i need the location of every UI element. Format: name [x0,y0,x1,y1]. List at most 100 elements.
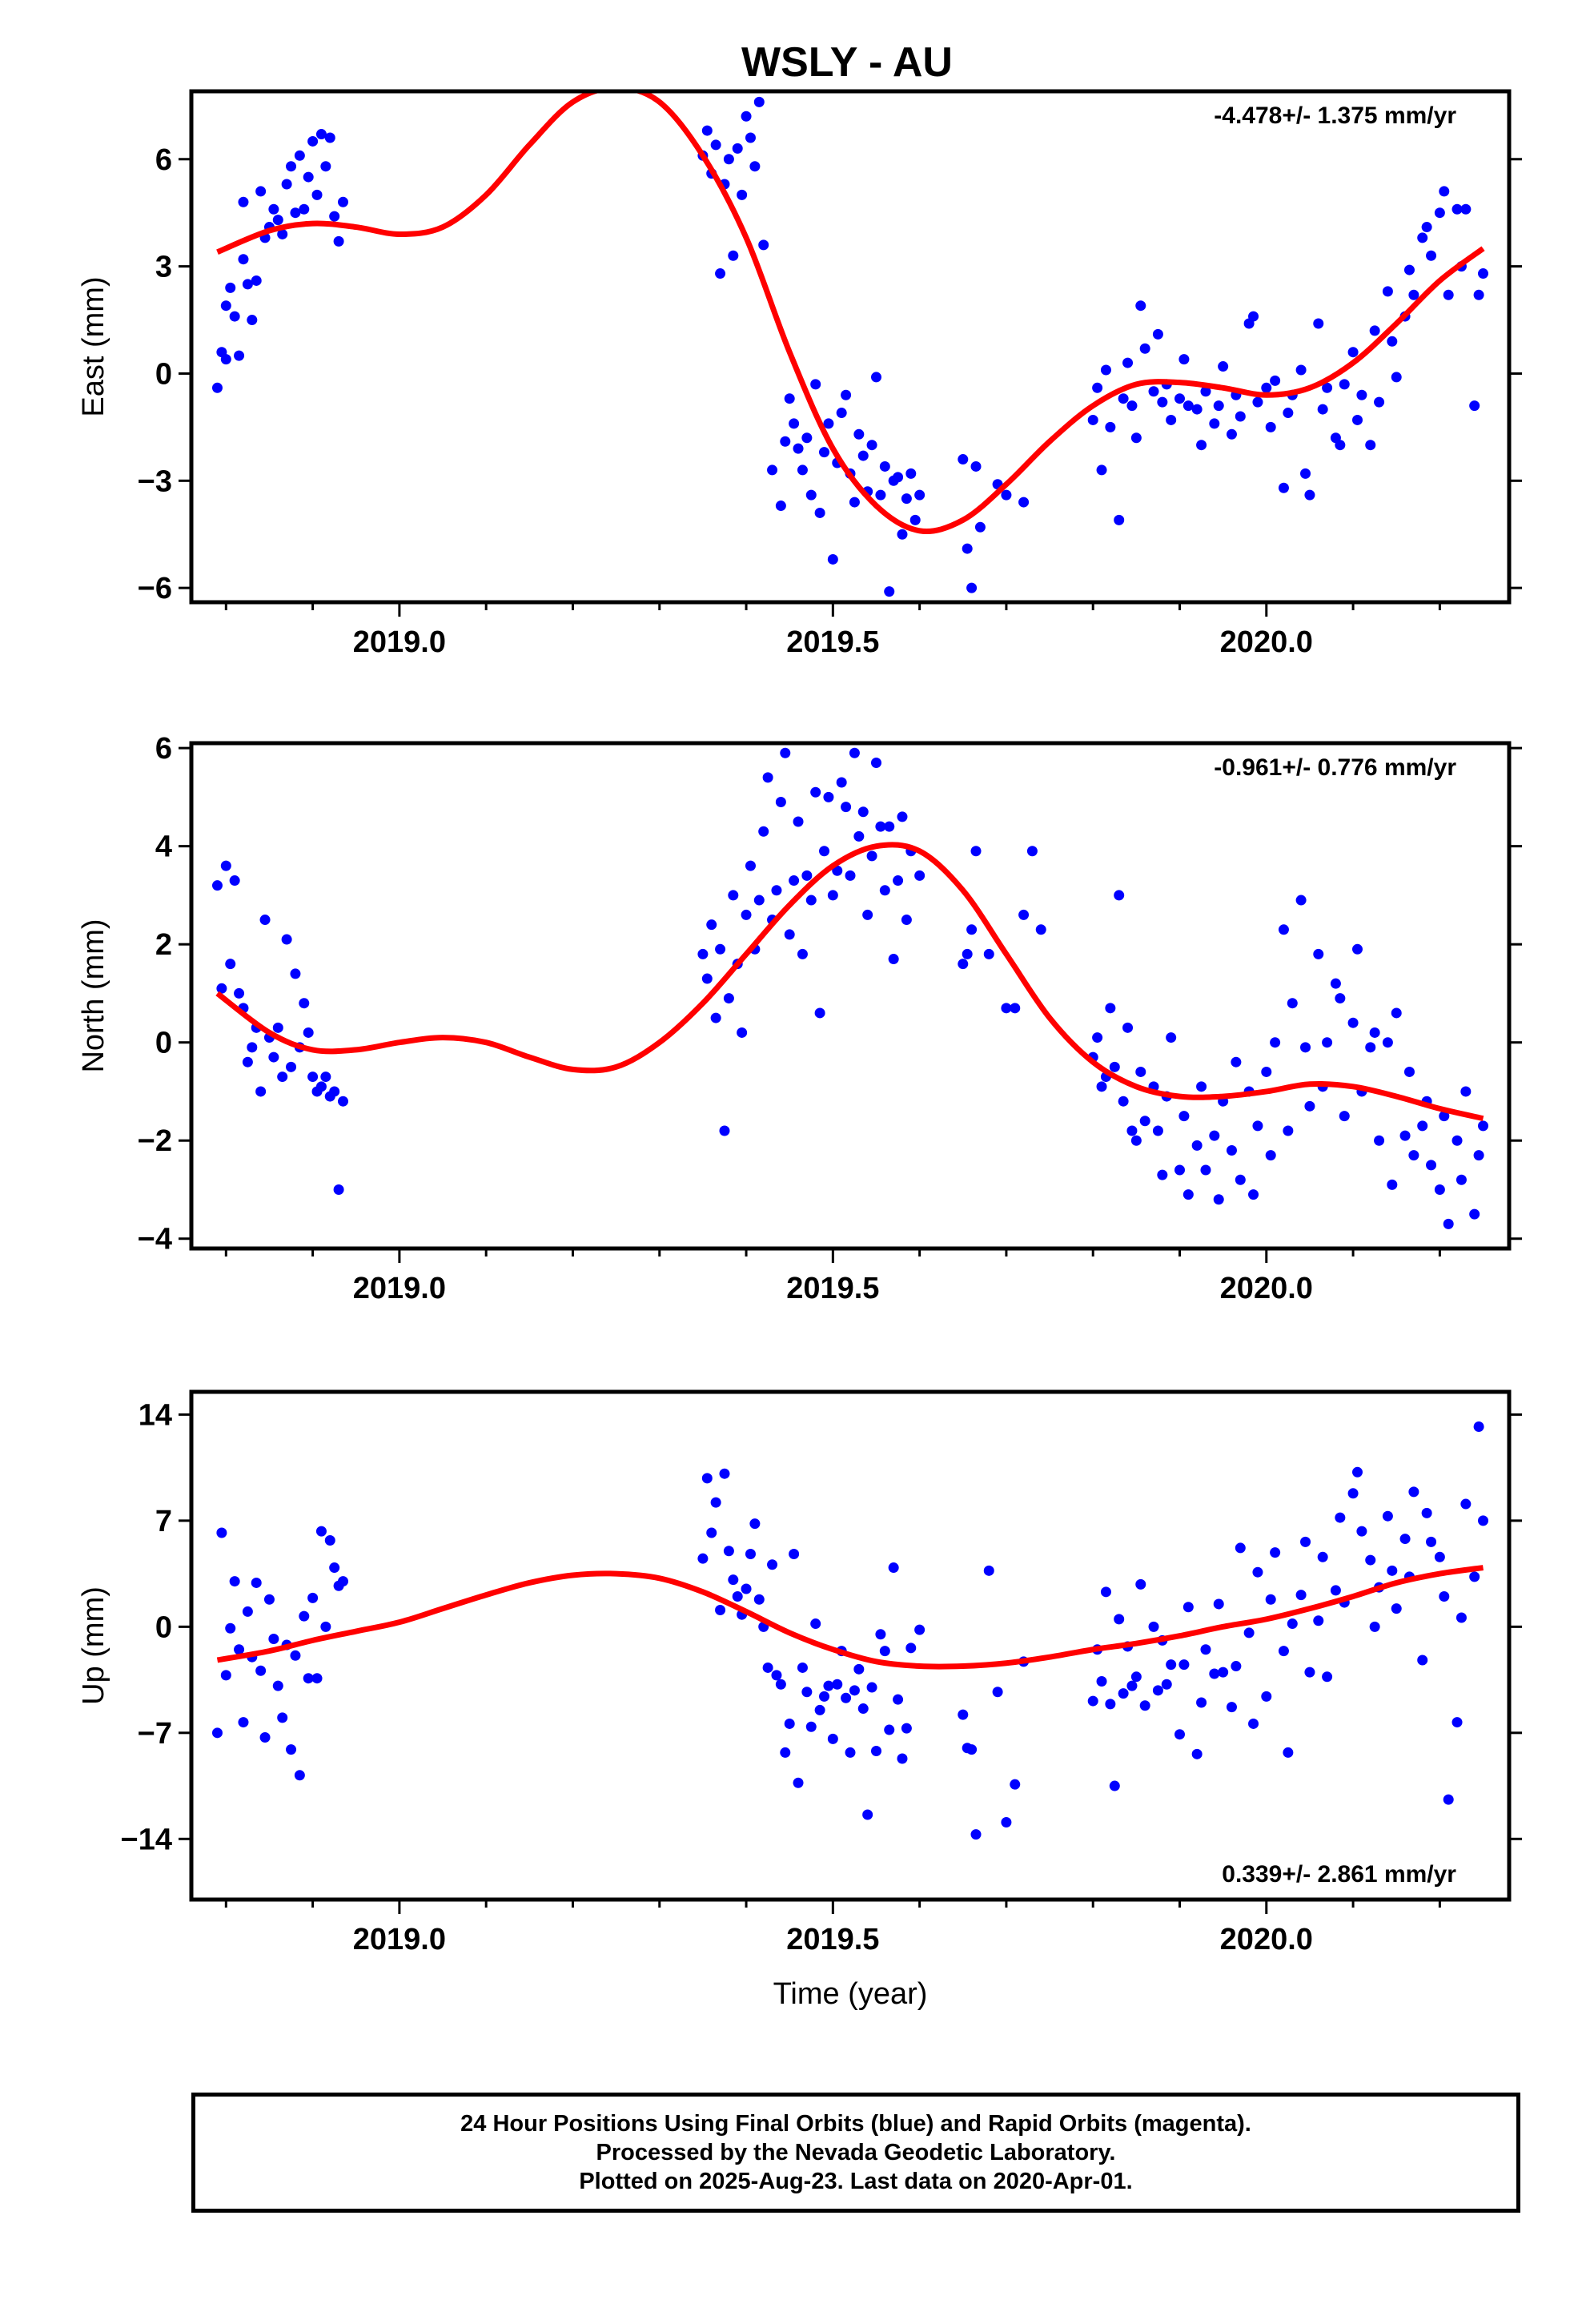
data-point [286,1061,297,1072]
y-tick-label: −7 [138,1717,172,1751]
data-point [290,968,301,979]
data-point [853,830,865,842]
data-point [242,1606,253,1617]
data-point [970,846,982,857]
data-point [1114,514,1125,525]
data-point [1322,1671,1333,1683]
data-point [710,139,721,151]
data-point [307,1072,319,1083]
data-point [290,207,301,219]
data-point [1469,1208,1480,1220]
data-point [737,189,748,200]
data-point [780,747,791,758]
data-point [1351,943,1363,955]
data-point [745,860,756,871]
data-point [238,196,249,207]
data-point [1300,468,1311,479]
data-point [1118,1688,1129,1699]
data-point [315,1081,327,1092]
data-point [775,501,786,512]
data-points [211,1421,1489,1840]
data-point [1374,396,1385,408]
x-tick-label: 2019.0 [353,1923,446,1956]
y-tick-label: 0 [155,1610,172,1644]
data-point [1443,289,1454,300]
data-point [1287,998,1298,1009]
data-point [320,1621,331,1632]
data-point [329,1562,340,1574]
y-tick-label: −2 [138,1124,172,1158]
data-point [710,1012,721,1023]
data-point [303,171,314,183]
data-point [1213,400,1224,412]
data-point [879,885,890,896]
data-point [277,1072,288,1083]
data-point [719,1468,730,1479]
data-point [914,1624,926,1635]
data-point [1235,411,1246,422]
data-point [966,1744,978,1755]
data-point [1235,1542,1246,1554]
data-point [862,909,873,920]
data-point [299,1610,310,1622]
data-point [1218,361,1229,372]
data-point [1443,1794,1454,1805]
data-point [805,895,817,906]
data-point [1347,347,1359,358]
data-point [1087,414,1098,425]
data-point [728,1574,739,1586]
data-point [814,507,825,518]
data-point [797,948,808,959]
data-point [1283,408,1294,419]
data-point [1356,1526,1367,1537]
data-point [1283,1747,1294,1758]
data-point [220,1670,231,1681]
data-point [701,1473,713,1484]
data-point [1270,1547,1281,1558]
data-point [1114,890,1125,901]
x-tick-label: 2020.0 [1220,1923,1313,1956]
x-tick-label: 2020.0 [1220,625,1313,659]
data-point [1174,1729,1185,1740]
data-point [286,1744,297,1755]
data-point [1135,1066,1146,1077]
data-point [1161,1679,1172,1690]
data-point [849,1685,860,1696]
data-point [719,1125,730,1136]
panel-1: 2019.0 2019.5 2020.0 6 3 0 −3 −6 East (mm) -4.478… [77,89,1522,659]
data-point [862,1809,873,1820]
data-point [762,1662,773,1673]
data-point [238,254,249,265]
data-point [1191,1748,1203,1759]
y-tick-label: 4 [155,830,172,864]
data-point [1261,1066,1272,1077]
data-point [819,1691,830,1702]
data-point [914,489,926,501]
data-point [1100,1586,1111,1598]
footer-line-2: Processed by the Nevada Geodetic Laborat… [596,2140,1116,2165]
data-point [1196,440,1207,451]
data-point [229,1576,240,1587]
data-point [884,586,895,597]
data-point [1174,1164,1185,1176]
data-point [247,315,258,326]
data-point [841,1692,852,1703]
data-point [857,1703,869,1715]
data-point [962,948,973,959]
data-point [841,389,852,400]
x-tick-label: 2019.5 [786,1923,879,1956]
data-point [958,1709,969,1720]
data-point [1304,1667,1315,1678]
data-point [1139,1116,1150,1127]
data-point [1300,1536,1311,1547]
data-point [758,239,769,251]
data-point [1226,1144,1237,1156]
data-point [338,196,349,207]
data-point [1304,1100,1315,1112]
data-point [1399,1534,1411,1545]
data-point [1092,382,1103,393]
data-point [970,1829,982,1840]
data-point [1478,1515,1489,1526]
data-point [758,826,769,837]
data-point [810,379,821,390]
